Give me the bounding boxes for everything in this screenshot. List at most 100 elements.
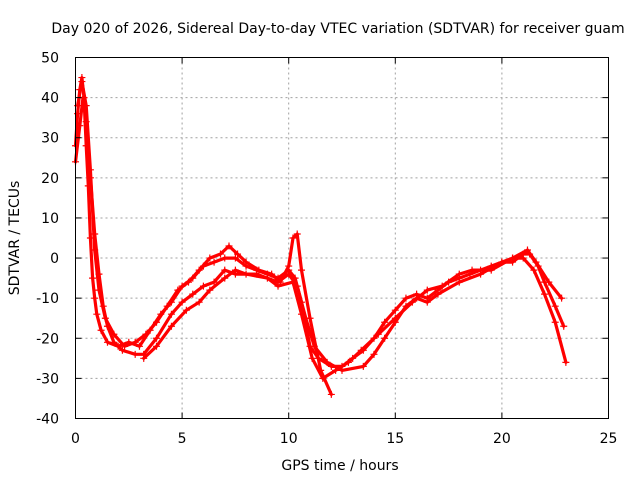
data-point — [263, 274, 271, 282]
plot-frame — [75, 57, 609, 419]
y-tick-label: 10 — [41, 211, 59, 227]
data-point — [221, 254, 229, 262]
x-tick-label: 5 — [178, 431, 187, 447]
tick-labels: 0 5 10 15 20 25 -40 -30 -20 -10 0 10 20 30 40 50 — [36, 51, 617, 448]
data-point — [519, 254, 527, 262]
data-point — [182, 306, 190, 314]
data-point — [206, 254, 214, 262]
x-tick-label: 10 — [280, 431, 298, 447]
data-point — [101, 314, 109, 322]
data-point — [221, 274, 229, 282]
data-point — [297, 310, 305, 318]
data-point — [391, 314, 399, 322]
data-point — [532, 258, 540, 266]
data-point — [308, 354, 316, 362]
data-point — [438, 282, 446, 290]
data-point — [242, 270, 250, 278]
data-point — [551, 302, 559, 310]
data-point — [91, 246, 99, 254]
data-point — [477, 270, 485, 278]
axis-ticks — [75, 57, 609, 419]
data-point — [558, 294, 566, 302]
y-axis-label: SDTVAR / TECUs — [7, 181, 23, 296]
data-point — [359, 362, 367, 370]
data-point — [289, 278, 297, 286]
data-point — [523, 246, 531, 254]
data-point — [121, 342, 129, 350]
data-point — [423, 298, 431, 306]
y-tick-label: -30 — [36, 371, 59, 387]
data-point — [541, 290, 549, 298]
data-point — [381, 318, 389, 326]
data-point — [195, 266, 203, 274]
data-point — [118, 346, 126, 354]
data-point — [195, 298, 203, 306]
data-point — [210, 278, 218, 286]
data-point — [167, 310, 175, 318]
data-point — [455, 278, 463, 286]
data-point — [468, 266, 476, 274]
data-point — [391, 306, 399, 314]
chart-title: Day 020 of 2026, Sidereal Day-to-day VTE… — [51, 21, 624, 37]
data-point — [135, 342, 143, 350]
data-point — [562, 358, 570, 366]
data-point — [509, 254, 517, 262]
data-point — [402, 294, 410, 302]
series-track-3 — [74, 78, 335, 398]
data-point — [327, 390, 335, 398]
grid — [75, 57, 609, 419]
data-point — [370, 350, 378, 358]
data-point — [110, 330, 118, 338]
data-point — [560, 322, 568, 330]
series-track-1 — [72, 74, 568, 370]
y-tick-label: 30 — [41, 131, 59, 147]
data-point — [423, 286, 431, 294]
data-point — [381, 334, 389, 342]
data-point — [319, 374, 327, 382]
data-point — [306, 314, 314, 322]
data-point — [131, 338, 139, 346]
x-tick-label: 20 — [493, 431, 511, 447]
data-point — [289, 234, 297, 242]
data-point — [408, 298, 416, 306]
x-tick-label: 25 — [600, 431, 618, 447]
series-layer — [72, 74, 570, 398]
data-point — [97, 326, 105, 334]
data-point — [285, 262, 293, 270]
data-point — [455, 270, 463, 278]
data-point — [82, 102, 90, 110]
x-tick-label: 15 — [386, 431, 404, 447]
data-point — [225, 242, 233, 250]
data-point — [293, 230, 301, 238]
data-point — [242, 258, 250, 266]
data-point — [76, 122, 84, 130]
data-point — [530, 266, 538, 274]
data-point — [95, 286, 103, 294]
data-point — [153, 318, 161, 326]
y-tick-label: 50 — [41, 51, 59, 67]
data-point — [89, 274, 97, 282]
data-point — [184, 278, 192, 286]
data-point — [297, 266, 305, 274]
data-point — [199, 282, 207, 290]
data-point — [231, 266, 239, 274]
data-point — [110, 338, 118, 346]
x-tick-label: 0 — [71, 431, 80, 447]
data-point — [86, 166, 94, 174]
data-point — [487, 266, 495, 274]
data-point — [221, 266, 229, 274]
y-tick-label: 40 — [41, 91, 59, 107]
data-point — [374, 330, 382, 338]
data-point — [231, 254, 239, 262]
series-track-4 — [140, 246, 566, 382]
data-point — [140, 354, 148, 362]
data-point — [167, 322, 175, 330]
data-point — [216, 250, 224, 258]
data-point — [551, 318, 559, 326]
data-point — [153, 342, 161, 350]
data-point — [178, 298, 186, 306]
data-point — [206, 286, 214, 294]
data-point — [234, 250, 242, 258]
x-axis-label: GPS time / hours — [281, 458, 398, 474]
